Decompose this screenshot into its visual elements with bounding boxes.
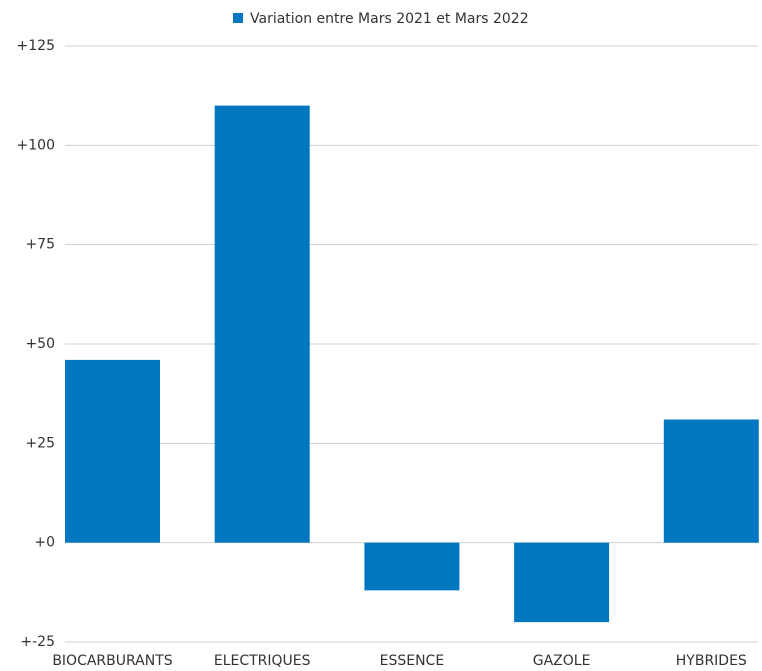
x-tick-label: ELECTRIQUES <box>214 653 311 669</box>
bar <box>514 542 610 623</box>
x-tick-label: ESSENCE <box>380 653 445 669</box>
y-tick-label: +-25 <box>20 634 55 650</box>
y-tick-label: +125 <box>17 38 55 54</box>
legend-swatch <box>233 13 243 23</box>
bar <box>364 542 460 591</box>
x-tick-label: HYBRIDES <box>676 653 747 669</box>
y-tick-label: +100 <box>17 137 55 153</box>
bar <box>663 419 759 543</box>
y-tick-label: +50 <box>25 336 55 352</box>
bar <box>214 105 310 543</box>
legend-label: Variation entre Mars 2021 et Mars 2022 <box>250 11 529 27</box>
y-tick-label: +75 <box>25 237 55 253</box>
x-tick-label: GAZOLE <box>533 653 591 669</box>
x-tick-label: BIOCARBURANTS <box>52 653 172 669</box>
y-tick-label: +25 <box>25 435 55 451</box>
bar <box>65 359 160 543</box>
y-tick-label: +0 <box>34 535 55 551</box>
